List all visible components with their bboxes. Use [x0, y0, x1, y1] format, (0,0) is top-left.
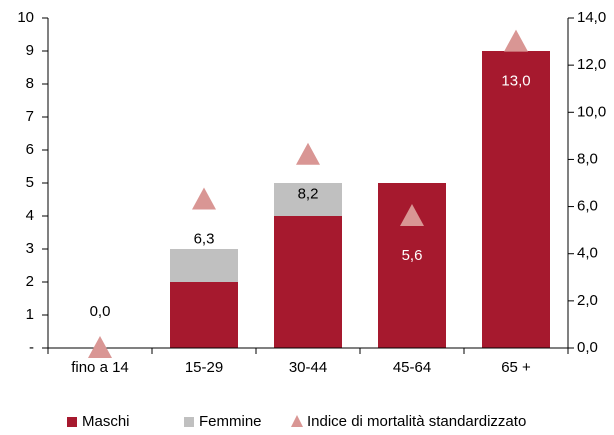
- y-tick-label: 7: [26, 108, 34, 125]
- y2-tick-label: 6,0: [577, 198, 598, 215]
- bar: [170, 249, 238, 282]
- data-label: 8,2: [298, 186, 319, 203]
- y-tick-label: 9: [26, 42, 34, 59]
- x-tick-label: 65 +: [501, 359, 531, 376]
- y2-tick-label: 14,0: [577, 9, 606, 26]
- bar: [170, 282, 238, 348]
- y-tick-label: 3: [26, 240, 34, 257]
- y2-tick-label: 10,0: [577, 103, 606, 120]
- legend-label: Maschi: [82, 413, 130, 430]
- data-label: 0,0: [90, 303, 111, 320]
- y-tick-label: 4: [26, 207, 34, 224]
- data-label: 5,6: [402, 247, 423, 264]
- triangle-marker: [400, 204, 424, 226]
- x-tick-label: 45-64: [393, 359, 431, 376]
- y-tick-label: 10: [17, 9, 34, 26]
- bar: [274, 216, 342, 348]
- legend-marker: [67, 417, 77, 427]
- bar: [274, 183, 342, 216]
- y-tick-label: -: [29, 339, 34, 356]
- triangle-marker: [192, 187, 216, 210]
- y2-tick-label: 12,0: [577, 56, 606, 73]
- y-tick-label: 2: [26, 273, 34, 290]
- y-tick-label: 6: [26, 141, 34, 158]
- data-label: 13,0: [501, 73, 530, 90]
- y-tick-label: 1: [26, 306, 34, 323]
- y2-tick-label: 8,0: [577, 150, 598, 167]
- legend-label: Femmine: [199, 413, 262, 430]
- y2-tick-label: 2,0: [577, 292, 598, 309]
- triangle-marker: [88, 336, 112, 358]
- legend-marker: [291, 415, 303, 427]
- legend-label: Indice di mortalità standardizzato: [307, 413, 526, 430]
- x-tick-label: 15-29: [185, 359, 223, 376]
- triangle-marker: [296, 142, 320, 165]
- x-tick-label: fino a 14: [71, 359, 129, 376]
- y2-tick-label: 0,0: [577, 339, 598, 356]
- bar: [482, 51, 550, 348]
- y2-tick-label: 4,0: [577, 245, 598, 262]
- y-tick-label: 5: [26, 174, 34, 191]
- y-tick-label: 8: [26, 75, 34, 92]
- legend-marker: [184, 417, 194, 427]
- data-label: 6,3: [194, 230, 215, 247]
- x-tick-label: 30-44: [289, 359, 327, 376]
- triangle-marker: [504, 29, 528, 52]
